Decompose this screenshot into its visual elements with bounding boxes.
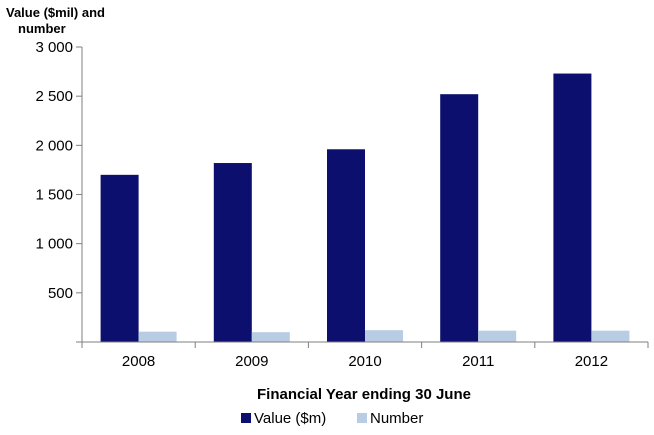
x-axis-ticks: 2008 2009 2010 2011 2012	[81, 342, 649, 370]
legend-label-1: Number	[370, 410, 423, 427]
y-tick-label: 2 000	[35, 137, 73, 154]
y-axis-label-line-1: Value ($mil) and	[6, 5, 105, 20]
y-axis-label-line-2: number	[18, 21, 66, 36]
bar-value-m-2010	[327, 149, 365, 342]
x-tick-label-2011: 2011	[462, 353, 494, 370]
bar-number-2008	[138, 331, 177, 342]
bar-number-2010	[365, 330, 403, 342]
x-tick-label-2008: 2008	[122, 353, 155, 370]
bar-value-m-2009	[213, 163, 252, 342]
bar-number-2012	[591, 330, 630, 342]
axes	[76, 47, 648, 343]
x-tick-label-2010: 2010	[348, 353, 381, 370]
bar-number-2011	[478, 330, 517, 342]
y-tick-label: 2 500	[35, 88, 73, 105]
legend-swatch-1	[357, 413, 367, 423]
y-axis-ticks: 500 1 000 1 500 2 000 2 500 3 000	[35, 39, 82, 302]
x-axis-label: Financial Year ending 30 June	[257, 386, 471, 403]
bar-value-m-2011	[440, 94, 479, 342]
bar-value-m-2008	[100, 174, 139, 342]
bar-number-2009	[251, 332, 290, 342]
legend: Value ($m) Number	[241, 410, 423, 427]
bars-group	[100, 73, 630, 343]
legend-label-0: Value ($m)	[254, 410, 326, 427]
y-tick-label: 1 000	[35, 236, 73, 253]
y-tick-label: 500	[48, 285, 73, 302]
x-tick-label-2009: 2009	[235, 353, 268, 370]
bar-value-m-2012	[553, 73, 592, 343]
y-tick-label: 1 500	[35, 187, 73, 204]
y-tick-label: 3 000	[35, 39, 73, 56]
legend-swatch-0	[241, 413, 251, 423]
x-tick-label-2012: 2012	[575, 353, 608, 370]
